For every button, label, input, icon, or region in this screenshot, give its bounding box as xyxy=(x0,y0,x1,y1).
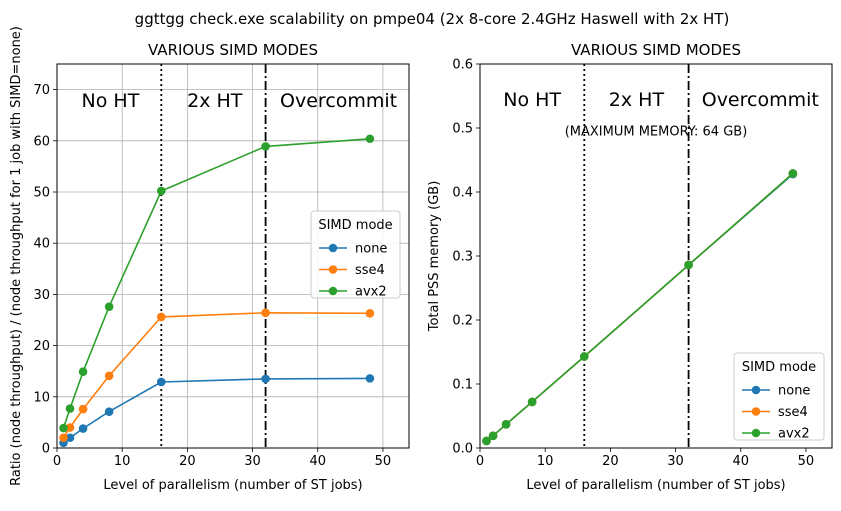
y-tick-label: 0.4 xyxy=(452,186,473,201)
data-point-none xyxy=(65,433,75,443)
legend-box xyxy=(733,352,825,441)
data-point-sse4 xyxy=(261,308,270,318)
legend-label: none xyxy=(355,242,387,257)
data-point-avx2 xyxy=(65,404,75,413)
data-point-avx2 xyxy=(78,367,88,377)
data-point-none xyxy=(261,374,270,384)
y-tick-label: 0.0 xyxy=(452,442,473,457)
x-tick-label: 0 xyxy=(53,454,61,469)
data-point-avx2 xyxy=(579,352,589,361)
data-point-avx2 xyxy=(488,431,498,441)
x-tick-label: 40 xyxy=(732,454,749,469)
data-point-none xyxy=(104,407,114,416)
legend-marker-avx2 xyxy=(328,286,338,296)
legend-label: none xyxy=(778,384,810,399)
annotation: (MAXIMUM MEMORY: 64 GB) xyxy=(565,125,748,140)
chart-title: VARIOUS SIMD MODES xyxy=(571,41,741,59)
x-tick-label: 30 xyxy=(244,454,261,469)
legend-marker-avx2 xyxy=(751,428,761,438)
x-tick-label: 20 xyxy=(602,454,619,469)
region-label: Overcommit xyxy=(702,89,819,111)
x-tick-label: 10 xyxy=(537,454,554,469)
figure-title: ggttgg check.exe scalability on pmpe04 (… xyxy=(135,10,730,28)
data-point-sse4 xyxy=(78,404,88,414)
data-point-avx2 xyxy=(156,186,166,196)
y-tick-label: 60 xyxy=(33,134,50,149)
legend-label: sse4 xyxy=(778,405,808,420)
y-axis-label: Ratio (node throughput) / (node throughp… xyxy=(9,26,24,486)
data-point-avx2 xyxy=(482,436,491,446)
legend-label: sse4 xyxy=(355,263,385,278)
throughput-chart: 0 10 20 30 40 50 0 10 20 30 40 50 60 70 No HT 2x HT Over… xyxy=(9,26,410,493)
x-tick-label: 40 xyxy=(309,454,326,469)
region-label: 2x HT xyxy=(187,90,243,112)
data-point-sse4 xyxy=(365,309,375,318)
data-point-sse4 xyxy=(59,433,68,443)
x-tick-label: 50 xyxy=(798,454,815,469)
data-point-none xyxy=(156,377,166,387)
legend: SIMD mode none sse4 avx2 xyxy=(733,352,825,442)
legend-marker-sse4 xyxy=(751,407,761,416)
region-label: No HT xyxy=(503,89,561,111)
y-tick-label: 40 xyxy=(33,237,50,252)
data-point-sse4 xyxy=(104,371,114,381)
data-point-avx2 xyxy=(59,423,68,433)
legend-marker-none xyxy=(751,385,761,395)
y-axis-label: Total PSS memory (GB) xyxy=(427,181,442,333)
x-tick-label: 20 xyxy=(179,454,196,469)
y-tick-label: 0 xyxy=(42,442,50,457)
data-point-avx2 xyxy=(365,134,375,144)
legend-title: SIMD mode xyxy=(318,218,392,233)
x-axis-label: Level of parallelism (number of ST jobs) xyxy=(103,478,362,493)
data-point-none xyxy=(78,424,88,433)
legend-marker-sse4 xyxy=(328,265,338,274)
y-tick-label: 30 xyxy=(33,288,50,303)
y-tick-label: 0.1 xyxy=(452,378,473,393)
memory-chart: 0 10 20 30 40 50 0.0 0.1 0.2 0.3 0.4 0.5 0.6 No HT 2x … xyxy=(427,41,833,493)
y-tick-label: 0.2 xyxy=(452,314,473,329)
legend: SIMD mode none sse4 avx2 xyxy=(310,210,401,300)
data-point-avx2 xyxy=(788,169,798,178)
y-tick-label: 70 xyxy=(33,83,50,98)
data-point-sse4 xyxy=(65,423,75,432)
x-tick-label: 10 xyxy=(114,454,131,469)
region-label: No HT xyxy=(82,90,140,112)
x-tick-label: 0 xyxy=(476,454,484,469)
legend-marker-none xyxy=(328,243,338,253)
plot-frame xyxy=(479,63,833,449)
y-tick-label: 20 xyxy=(33,339,50,354)
x-tick-label: 50 xyxy=(375,454,392,469)
legend-box xyxy=(310,210,401,299)
y-tick-label: 0.3 xyxy=(452,250,473,265)
data-point-avx2 xyxy=(104,302,114,311)
plot-frame xyxy=(56,63,410,449)
y-tick-label: 50 xyxy=(33,186,50,201)
y-tick-label: 0.6 xyxy=(452,58,473,73)
data-point-none xyxy=(365,374,375,383)
y-tick-label: 0.5 xyxy=(452,122,473,137)
data-point-avx2 xyxy=(261,142,270,151)
chart-title: VARIOUS SIMD MODES xyxy=(148,41,318,59)
data-point-avx2 xyxy=(684,260,693,270)
legend-label: avx2 xyxy=(355,285,387,300)
data-point-sse4 xyxy=(156,312,166,322)
legend-label: avx2 xyxy=(778,427,810,442)
region-label: Overcommit xyxy=(280,90,397,112)
data-point-avx2 xyxy=(501,420,511,429)
region-label: 2x HT xyxy=(609,89,665,111)
y-tick-label: 10 xyxy=(33,390,50,405)
x-axis-label: Level of parallelism (number of ST jobs) xyxy=(526,478,785,493)
data-point-avx2 xyxy=(527,397,537,407)
x-tick-label: 30 xyxy=(667,454,684,469)
legend-title: SIMD mode xyxy=(742,360,816,375)
